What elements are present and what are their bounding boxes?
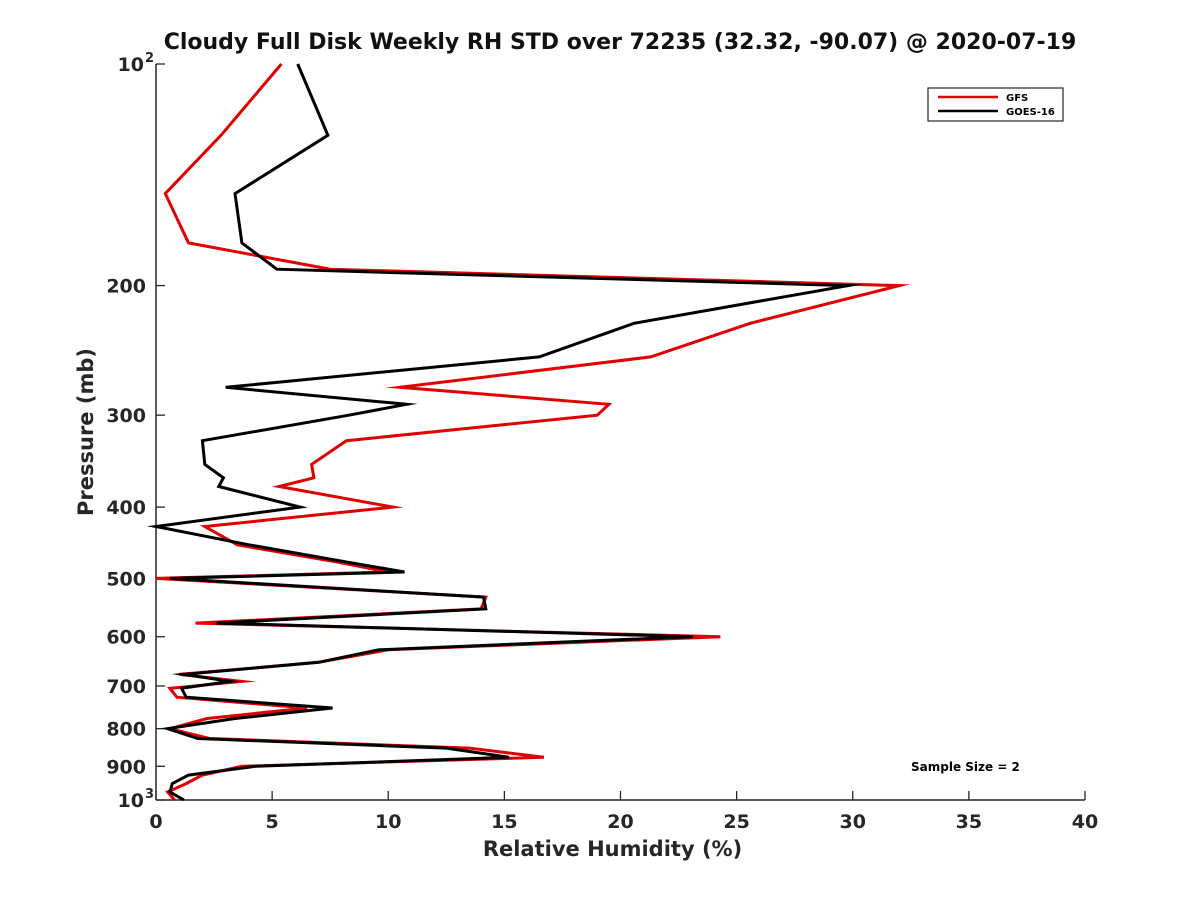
y-tick-label: 700: [106, 676, 146, 698]
y-tick-label: 400: [106, 497, 146, 519]
y-tick-label: 10: [118, 54, 144, 76]
y-tick-label: 600: [106, 627, 146, 649]
legend-label-gfs: GFS: [1006, 93, 1028, 104]
x-tick-label: 35: [956, 811, 982, 833]
y-tick-label: 300: [106, 405, 146, 427]
x-tick-label: 25: [723, 811, 749, 833]
x-tick-label: 20: [607, 811, 633, 833]
y-axis-label: Pressure (mb): [74, 348, 98, 516]
legend-label-goes-16: GOES-16: [1006, 107, 1055, 118]
x-tick-label: 15: [491, 811, 517, 833]
x-axis-label: Relative Humidity (%): [483, 837, 742, 861]
annotation-layer: Sample Size = 2: [911, 760, 1020, 774]
x-tick-label: 30: [840, 811, 866, 833]
chart-title: Cloudy Full Disk Weekly RH STD over 7223…: [163, 30, 1077, 55]
series-line-goes-16: [146, 63, 863, 802]
y-tick-exponent: 3: [145, 787, 154, 802]
legend: GFS GOES-16: [927, 87, 1064, 122]
x-tick-label: 5: [266, 811, 279, 833]
y-tick-label: 800: [106, 719, 146, 741]
sample-size-annotation: Sample Size = 2: [911, 760, 1020, 774]
x-tick-label: 0: [149, 811, 162, 833]
y-tick-label: 900: [106, 756, 146, 778]
y-tick-label: 10: [118, 790, 144, 812]
x-tick-label: 10: [375, 811, 401, 833]
x-tick-label: 40: [1072, 811, 1098, 833]
y-tick-label: 500: [106, 568, 146, 590]
legend-box: [927, 87, 1064, 122]
series-layer: [146, 63, 911, 802]
y-tick-label: 200: [106, 276, 146, 298]
y-tick-exponent: 2: [145, 51, 154, 66]
